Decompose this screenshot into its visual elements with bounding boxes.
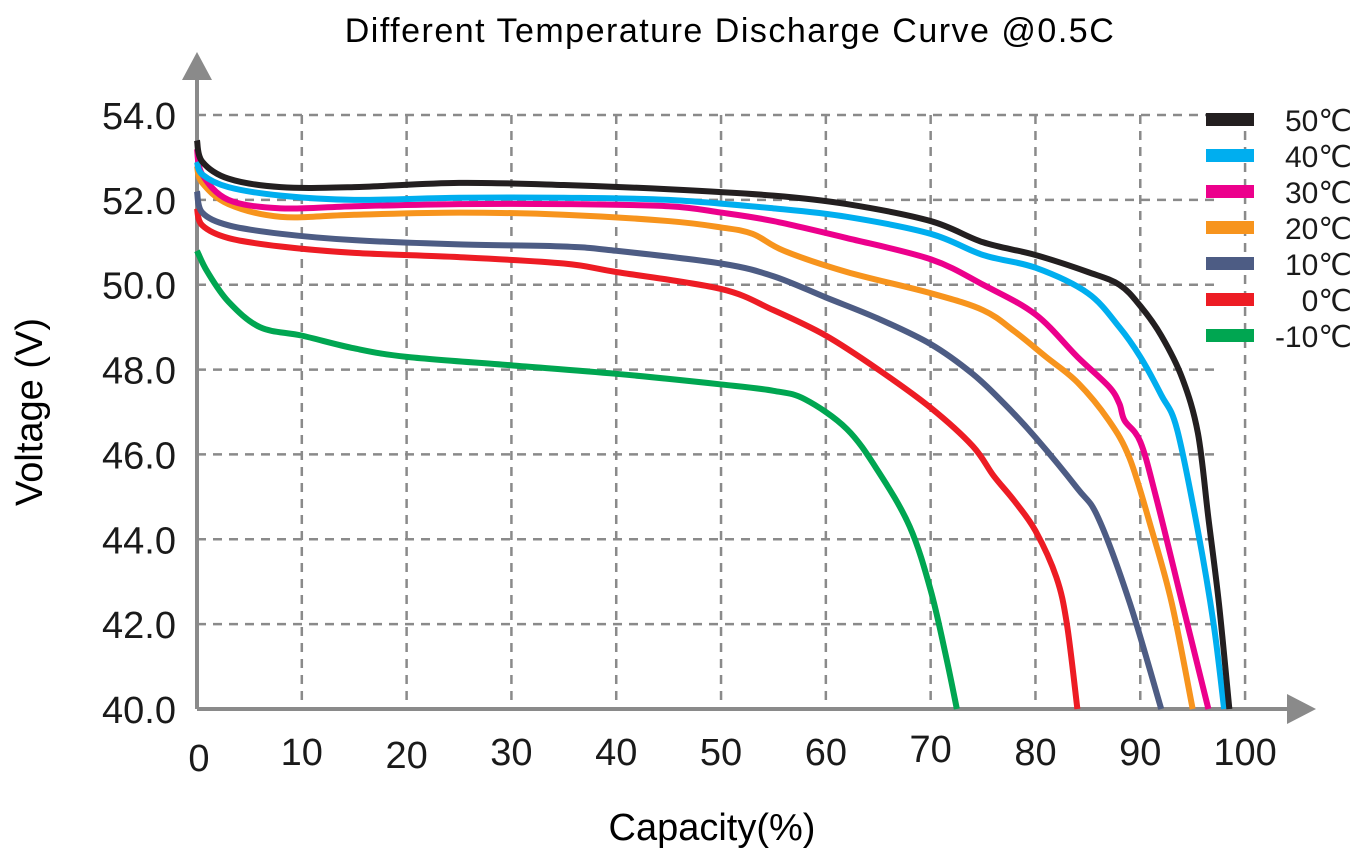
legend-swatch [1206, 329, 1254, 342]
x-tick-label: 40 [595, 732, 637, 774]
x-tick-label: 10 [281, 732, 323, 774]
x-tick-label: 70 [910, 729, 952, 771]
y-tick-label: 54.0 [102, 96, 176, 138]
x-tick-label: 30 [490, 732, 532, 774]
y-tick-label: 52.0 [102, 181, 176, 223]
x-axis-arrow-icon [1287, 694, 1316, 724]
x-tick-label: 60 [805, 732, 847, 774]
y-tick-label: 44.0 [102, 520, 176, 562]
legend: 50℃40℃30℃20℃10℃0℃-10℃ [1206, 105, 1352, 354]
y-tick-label: 40.0 [102, 690, 176, 732]
x-tick-label: 90 [1119, 732, 1161, 774]
legend-label: 0℃ [1302, 285, 1352, 318]
series-line-20℃ [197, 166, 1193, 709]
x-tick-label: 100 [1213, 732, 1276, 774]
legend-label: -10℃ [1275, 321, 1352, 354]
legend-swatch [1206, 113, 1254, 126]
y-axis-arrow-icon [182, 52, 212, 80]
legend-label: 50℃ [1285, 105, 1352, 138]
x-tick-label: 0 [188, 738, 209, 780]
legend-swatch [1206, 257, 1254, 270]
chart-title: Different Temperature Discharge Curve @0… [345, 12, 1116, 50]
y-axis-label: Voltage (V) [9, 318, 51, 506]
legend-swatch [1206, 221, 1254, 234]
y-tick-label: 46.0 [102, 435, 176, 477]
series-line--10℃ [197, 251, 957, 709]
y-tick-label: 50.0 [102, 266, 176, 308]
y-tick-label: 42.0 [102, 605, 176, 647]
x-tick-label: 20 [385, 735, 427, 777]
legend-label: 20℃ [1285, 213, 1352, 246]
series-line-0℃ [197, 208, 1077, 709]
series-line-10℃ [197, 191, 1161, 709]
x-tick-label: 50 [700, 732, 742, 774]
x-tick-label: 80 [1014, 732, 1056, 774]
y-tick-label: 48.0 [102, 351, 176, 393]
legend-swatch [1206, 293, 1254, 306]
legend-swatch [1206, 149, 1254, 162]
legend-label: 30℃ [1285, 177, 1352, 210]
legend-swatch [1206, 185, 1254, 198]
x-axis-label: Capacity(%) [609, 807, 816, 849]
legend-label: 40℃ [1285, 141, 1352, 174]
legend-label: 10℃ [1285, 249, 1352, 282]
